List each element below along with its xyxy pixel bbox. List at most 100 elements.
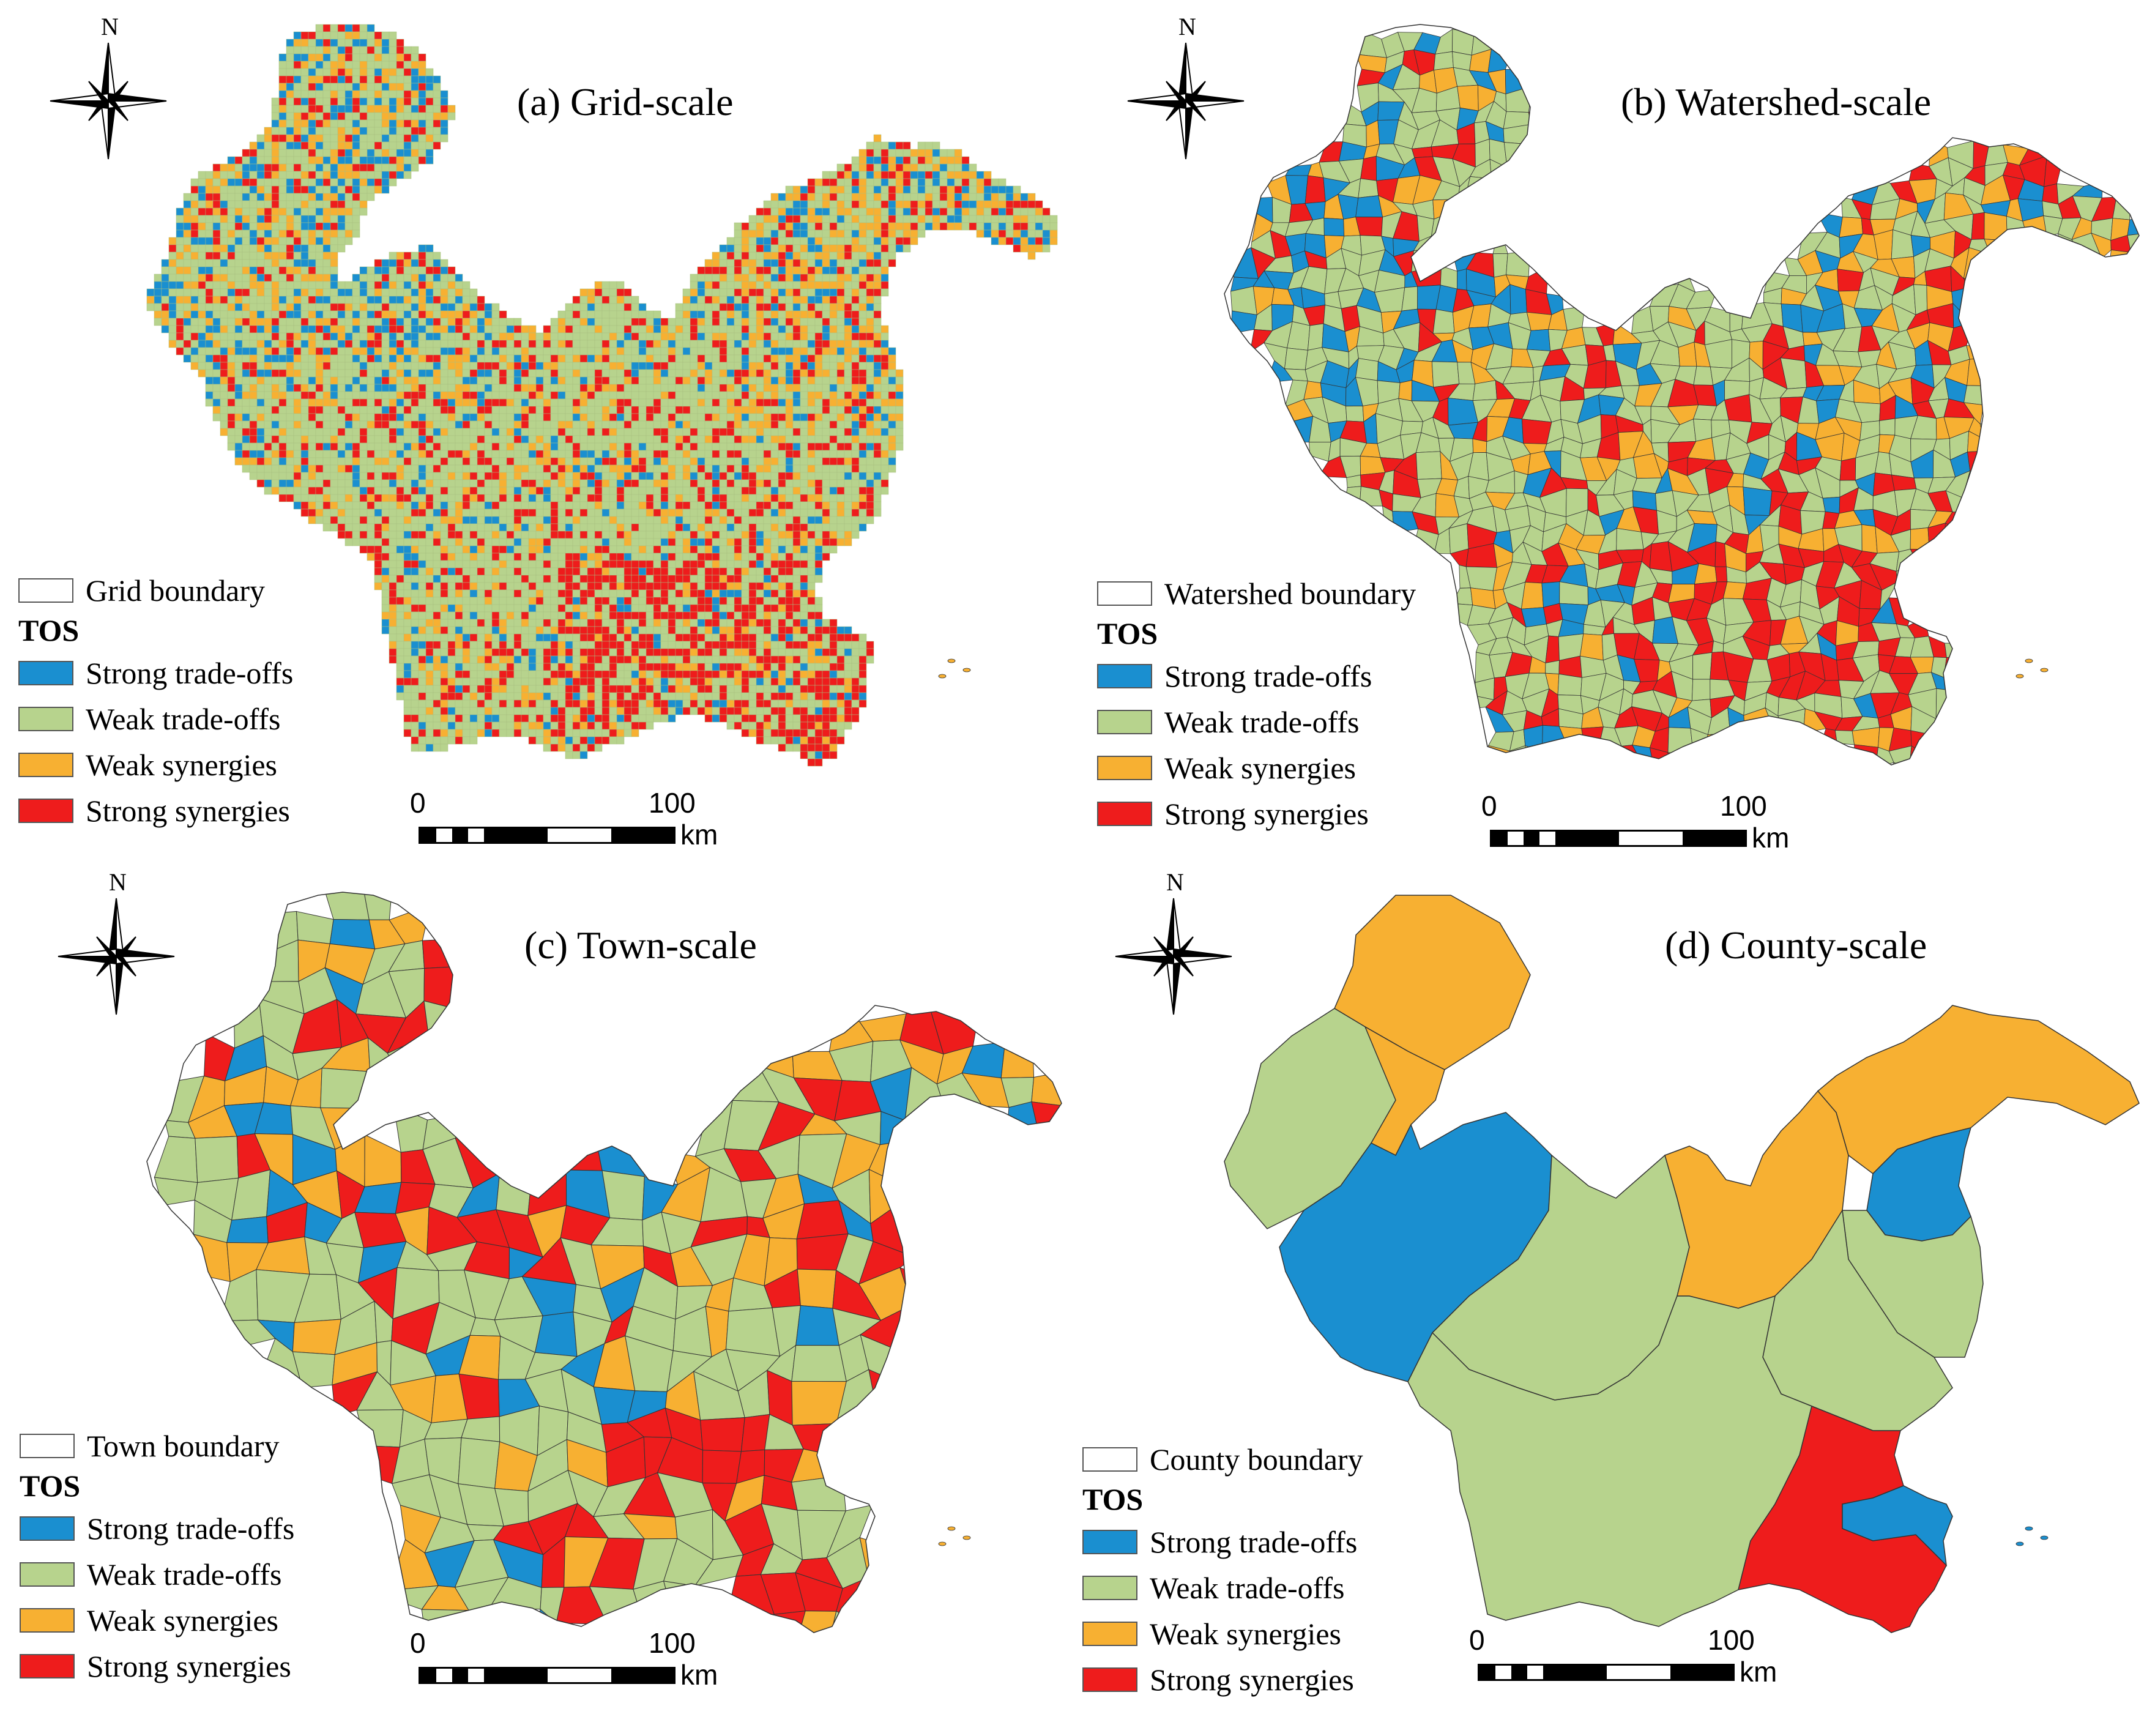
grid-cell (161, 281, 169, 289)
grid-cell (653, 545, 661, 554)
grid-cell (308, 83, 316, 91)
grid-cell (756, 398, 764, 407)
grid-cell (668, 362, 676, 370)
grid-cell (792, 281, 801, 289)
grid-cell (1027, 222, 1036, 231)
grid-cell (543, 531, 551, 539)
grid-cell (770, 560, 779, 568)
grid-cell (484, 501, 493, 510)
grid-cell (286, 244, 294, 253)
grid-cell (322, 347, 331, 356)
grid-cell (227, 406, 236, 414)
grid-cell (411, 516, 419, 524)
grid-cell (587, 523, 595, 532)
grid-cell (477, 567, 485, 576)
grid-cell (778, 340, 786, 348)
grid-cell (565, 420, 573, 429)
grid-cell (293, 486, 302, 495)
grid-cell (851, 274, 860, 282)
grid-cell (844, 384, 852, 392)
grid-cell (880, 200, 889, 209)
grid-cell (418, 464, 426, 473)
grid-cell (543, 376, 551, 385)
grid-cell (403, 501, 412, 510)
grid-cell (535, 450, 544, 458)
grid-cell (315, 398, 324, 407)
grid-cell (653, 516, 661, 524)
grid-cell (389, 589, 397, 598)
grid-cell (205, 251, 214, 260)
grid-cell (572, 384, 581, 392)
grid-cell (330, 200, 338, 209)
grid-cell (499, 486, 507, 495)
grid-cell (880, 281, 889, 289)
grid-cell (770, 281, 779, 289)
grid-cell (814, 369, 823, 378)
grid-cell (873, 384, 882, 392)
grid-cell (528, 567, 537, 576)
grid-cell (807, 318, 816, 326)
grid-cell (903, 207, 911, 216)
grid-cell (895, 244, 904, 253)
grid-cell (337, 384, 346, 392)
grid-cell (484, 391, 493, 400)
grid-cell (286, 141, 294, 150)
grid-cell (308, 340, 316, 348)
grid-cell (286, 376, 294, 385)
grid-cell (638, 332, 647, 341)
grid-cell (579, 501, 588, 510)
grid-cell (712, 457, 720, 466)
grid-cell (330, 31, 338, 40)
grid-cell (403, 567, 412, 576)
grid-cell (932, 141, 940, 150)
grid-cell (374, 501, 382, 510)
grid-cell (337, 207, 346, 216)
grid-cell (557, 486, 566, 495)
grid-cell (917, 178, 926, 187)
grid-cell (411, 575, 419, 583)
grid-cell (557, 479, 566, 488)
grid-cell (367, 46, 375, 54)
grid-cell (308, 185, 316, 194)
grid-cell (565, 376, 573, 385)
grid-cell (653, 384, 661, 392)
grid-cell (572, 347, 581, 356)
grid-cell (455, 325, 463, 333)
grid-cell (1027, 229, 1036, 238)
grid-cell (741, 296, 750, 304)
grid-cell (286, 347, 294, 356)
grid-cell (770, 325, 779, 333)
grid-cell (851, 384, 860, 392)
grid-cell (411, 545, 419, 554)
grid-cell (550, 398, 559, 407)
grid-cell (308, 347, 316, 356)
grid-cell (367, 288, 375, 297)
grid-cell (653, 369, 661, 378)
grid-cell (646, 442, 654, 451)
grid-cell (198, 340, 206, 348)
grid-cell (374, 420, 382, 429)
grid-cell (858, 486, 867, 495)
grid-cell (425, 486, 434, 495)
grid-cell (433, 97, 441, 106)
grid-cell (286, 413, 294, 422)
grid-cell (418, 435, 426, 444)
grid-cell (594, 486, 603, 495)
grid-cell (565, 310, 573, 319)
grid-cell (888, 420, 896, 429)
grid-cell (690, 494, 698, 502)
grid-cell (734, 494, 742, 502)
grid-cell (748, 215, 757, 223)
grid-cell (543, 516, 551, 524)
grid-cell (212, 185, 221, 194)
grid-cell (836, 376, 845, 385)
grid-cell (367, 296, 375, 304)
grid-cell (976, 222, 984, 231)
grid-cell (359, 457, 368, 466)
grid-cell (807, 413, 816, 422)
grid-cell (389, 274, 397, 282)
grid-cell (719, 259, 728, 267)
grid-cell (403, 75, 412, 84)
grid-cell (264, 303, 272, 311)
grid-cell (785, 281, 794, 289)
